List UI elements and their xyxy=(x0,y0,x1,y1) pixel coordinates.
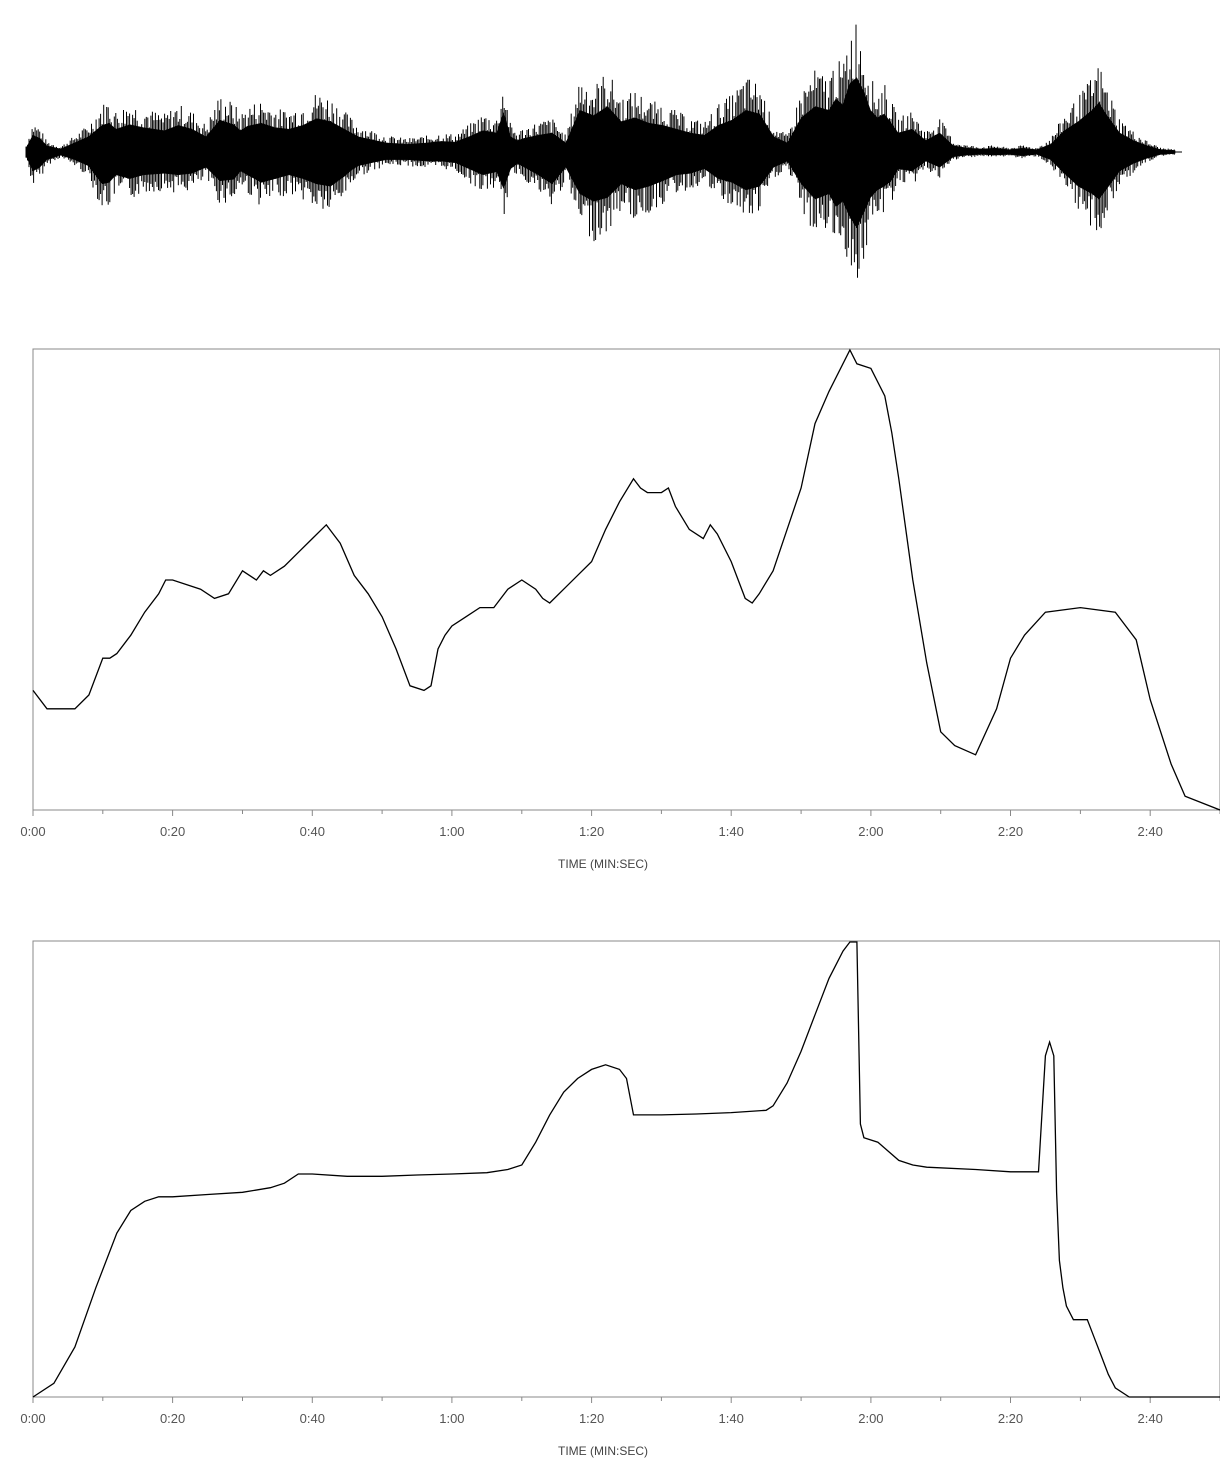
x-tick-label: 2:40 xyxy=(1138,824,1163,839)
x-tick-label: 1:40 xyxy=(719,1411,744,1426)
series-line-2 xyxy=(32,348,1220,811)
x-tick-label: 2:00 xyxy=(858,1411,883,1426)
x-tick-label: 1:20 xyxy=(579,824,604,839)
x-axis-title-3: TIME (MIN:SEC) xyxy=(558,1444,648,1458)
x-tick-label: 0:00 xyxy=(20,1411,45,1426)
x-tick-label: 0:20 xyxy=(160,1411,185,1426)
plot-frame-3 xyxy=(32,940,1220,1398)
x-tick-label: 2:20 xyxy=(998,824,1023,839)
x-tick-label: 0:40 xyxy=(300,824,325,839)
x-tick-label: 0:00 xyxy=(20,824,45,839)
x-tick-label: 1:00 xyxy=(439,824,464,839)
x-tick-label: 0:20 xyxy=(160,824,185,839)
x-tick-label: 1:40 xyxy=(719,824,744,839)
x-axis-ticks-3 xyxy=(32,1397,1220,1403)
line-chart-panel-2: 0:00 0:20 0:40 1:00 1:20 1:40 2:00 2:20 2:40 TIM… xyxy=(20,348,1220,871)
x-tick-label: 1:00 xyxy=(439,1411,464,1426)
series-line-3 xyxy=(32,941,1220,1398)
x-tick-label: 1:20 xyxy=(579,1411,604,1426)
x-tick-label: 2:20 xyxy=(998,1411,1023,1426)
x-tick-label: 2:00 xyxy=(858,824,883,839)
waveform-panel xyxy=(25,24,1182,278)
x-axis-tick-labels-2: 0:00 0:20 0:40 1:00 1:20 1:40 2:00 2:20 2:40 xyxy=(20,824,1163,839)
plot-frame-2 xyxy=(32,348,1220,811)
x-axis-ticks-2 xyxy=(32,810,1220,816)
waveform-spikes xyxy=(25,24,1175,278)
line-chart-panel-3: 0:00 0:20 0:40 1:00 1:20 1:40 2:00 2:20 2:40 TIM… xyxy=(20,940,1220,1458)
x-axis-tick-labels-3: 0:00 0:20 0:40 1:00 1:20 1:40 2:00 2:20 2:40 xyxy=(20,1411,1163,1426)
x-tick-label: 0:40 xyxy=(300,1411,325,1426)
x-axis-title-2: TIME (MIN:SEC) xyxy=(558,857,648,871)
x-tick-label: 2:40 xyxy=(1138,1411,1163,1426)
